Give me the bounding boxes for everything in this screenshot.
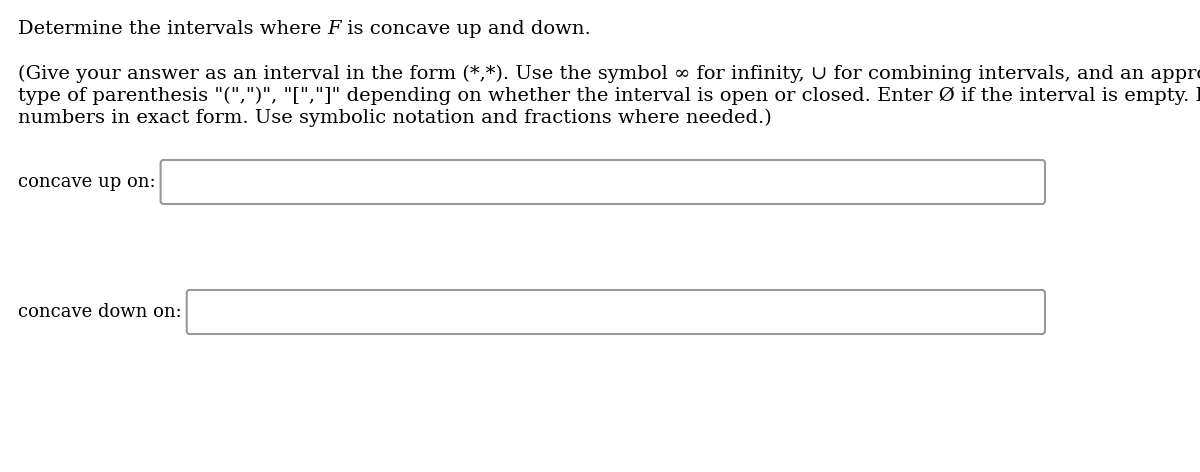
Text: is concave up and down.: is concave up and down.	[341, 20, 590, 38]
Text: concave up on:: concave up on:	[18, 173, 156, 191]
Text: concave down on:: concave down on:	[18, 303, 181, 321]
Text: Determine the intervals where: Determine the intervals where	[18, 20, 328, 38]
Text: (Give your answer as an interval in the form (*,*). Use the symbol ∞ for infinit: (Give your answer as an interval in the …	[18, 65, 1200, 83]
FancyBboxPatch shape	[187, 290, 1045, 334]
Text: type of parenthesis "(",")", "[","]" depending on whether the interval is open o: type of parenthesis "(",")", "[","]" dep…	[18, 87, 1200, 105]
FancyBboxPatch shape	[161, 160, 1045, 204]
Text: F: F	[328, 20, 341, 38]
Text: numbers in exact form. Use symbolic notation and fractions where needed.): numbers in exact form. Use symbolic nota…	[18, 109, 772, 127]
